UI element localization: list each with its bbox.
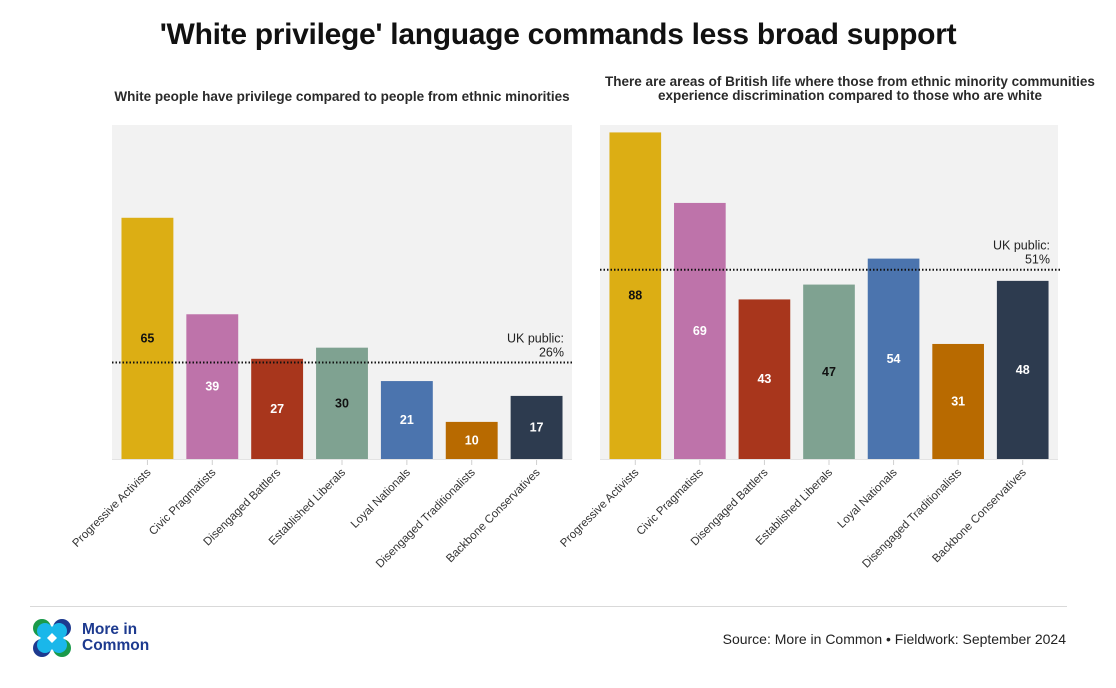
left-data-label: 30 bbox=[335, 396, 349, 410]
more-in-common-logo-icon bbox=[33, 619, 71, 657]
right-data-label: 31 bbox=[951, 394, 965, 408]
left-category-label: Civic Pragmatists bbox=[147, 466, 218, 537]
footer-divider bbox=[30, 606, 1067, 607]
right-bar-civic-pragmatists bbox=[674, 202, 726, 459]
right-chart-subtitle: There are areas of British life where th… bbox=[605, 74, 1095, 103]
right-data-label: 88 bbox=[628, 289, 642, 303]
right-bar-disengaged-traditionalists bbox=[932, 343, 984, 459]
logo-text: More in Common bbox=[82, 622, 149, 654]
left-reference-label-line2: 26% bbox=[539, 346, 564, 360]
right-bar-backbone-conservatives bbox=[996, 280, 1049, 459]
left-chart-subtitle: White people have privilege compared to … bbox=[114, 89, 570, 104]
right-data-label: 43 bbox=[757, 372, 771, 386]
right-data-label: 69 bbox=[693, 324, 707, 338]
left-data-label: 65 bbox=[140, 331, 154, 345]
right-bar-progressive-activists bbox=[609, 132, 662, 459]
left-bar-backbone-conservatives bbox=[510, 395, 563, 459]
right-bar-disengaged-battlers bbox=[738, 299, 791, 459]
left-bar-loyal-nationals bbox=[380, 381, 433, 459]
left-data-label: 10 bbox=[465, 433, 479, 447]
right-data-label: 54 bbox=[887, 352, 901, 366]
left-category-label: Progressive Activists bbox=[70, 466, 153, 549]
right-reference-label-line1: UK public: bbox=[993, 239, 1050, 253]
right-category-label: Progressive Activists bbox=[558, 466, 641, 549]
right-data-label: 48 bbox=[1016, 363, 1030, 377]
logo-text-line1: More in bbox=[82, 621, 138, 638]
left-bar-disengaged-battlers bbox=[251, 358, 304, 459]
left-bar-established-liberals bbox=[316, 347, 368, 459]
source-note: Source: More in Common • Fieldwork: Sept… bbox=[722, 631, 1066, 647]
left-data-label: 21 bbox=[400, 413, 414, 427]
logo-text-line2: Common bbox=[82, 637, 150, 654]
left-data-label: 39 bbox=[205, 380, 219, 394]
right-category-label: Civic Pragmatists bbox=[635, 466, 706, 537]
left-chart: 65 Progressive Activists 39 Civic Pragmatis… bbox=[70, 125, 574, 571]
right-bar-established-liberals bbox=[803, 284, 855, 459]
left-reference-label-line1: UK public: bbox=[507, 332, 564, 346]
right-bar-loyal-nationals bbox=[867, 258, 920, 459]
left-bar-progressive-activists bbox=[121, 217, 174, 459]
bar-charts: 65 Progressive Activists 39 Civic Pragmatis… bbox=[70, 125, 1060, 571]
right-category-label: Loyal Nationals bbox=[836, 466, 900, 530]
chart-title: 'White privilege' language commands less… bbox=[159, 18, 957, 51]
left-data-label: 17 bbox=[530, 420, 544, 434]
left-category-label: Loyal Nationals bbox=[349, 466, 413, 530]
right-reference-label-line2: 51% bbox=[1025, 253, 1050, 267]
right-chart: 88 Progressive Activists 69 Civic Pragmatis… bbox=[558, 125, 1060, 571]
left-bar-disengaged-traditionalists bbox=[445, 421, 498, 459]
left-data-label: 27 bbox=[270, 402, 284, 416]
left-bar-civic-pragmatists bbox=[186, 314, 239, 459]
right-data-label: 47 bbox=[822, 365, 836, 379]
